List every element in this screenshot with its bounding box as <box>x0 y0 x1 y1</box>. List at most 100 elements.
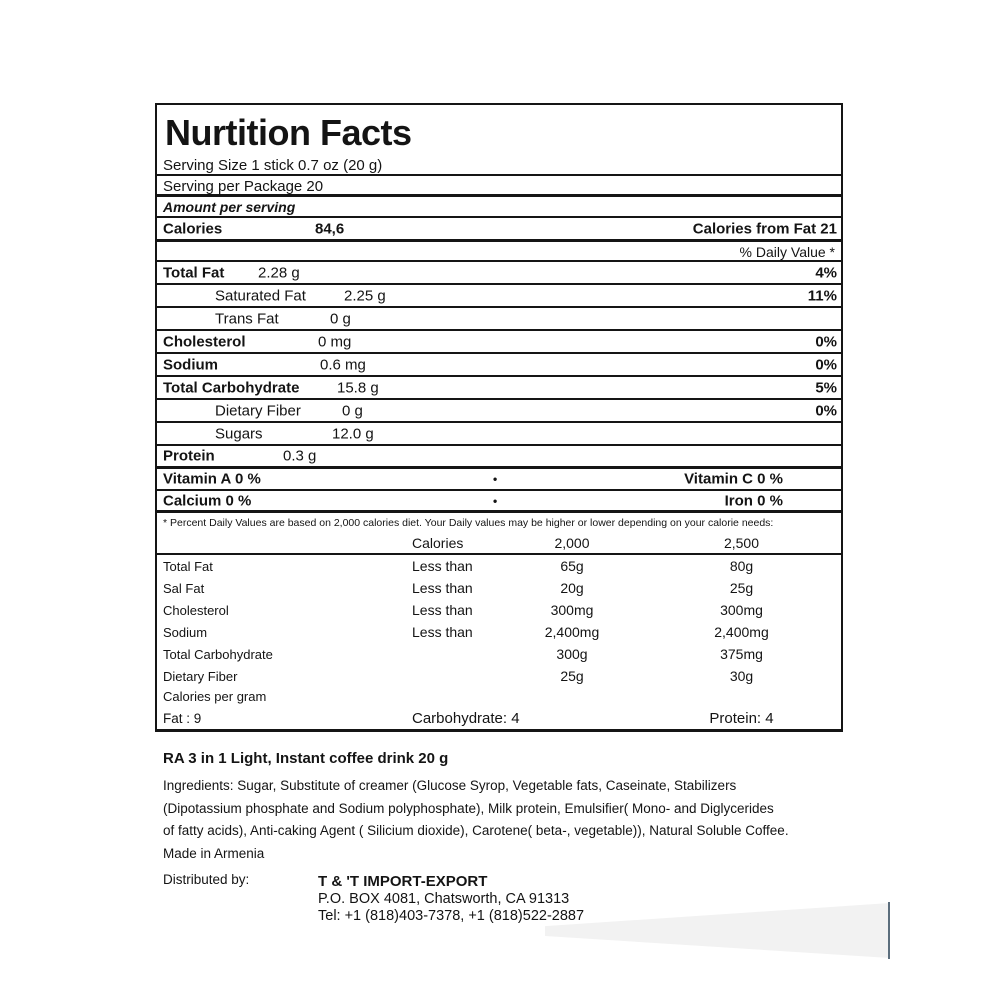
amount-per-serving: Amount per serving <box>157 197 841 218</box>
ref-label: Dietary Fiber <box>163 668 238 684</box>
iron: Iron 0 % <box>724 492 783 509</box>
protein-per-gram: Protein: 4 <box>709 709 774 727</box>
ref-label: Sal Fat <box>163 580 205 596</box>
nutrient-row-total-fat: Total Fat 2.28 g 4% <box>157 262 841 285</box>
ref-qualifier: Less than <box>412 580 473 596</box>
nutrient-value: 0.6 mg <box>320 356 366 373</box>
ref-v2500: 30g <box>729 668 754 684</box>
calories-row: Calories 84,6 Calories from Fat 21 <box>157 218 841 242</box>
nutrition-facts-panel: Nurtition Facts Serving Size 1 stick 0.7… <box>155 103 843 732</box>
calories-from-fat: Calories from Fat 21 <box>692 220 837 237</box>
vitamin-row-2: Calcium 0 % • Iron 0 % <box>157 491 841 513</box>
ref-label: Sodium <box>163 624 208 640</box>
nutrient-label: Dietary Fiber <box>215 402 301 419</box>
ref-label: Total Fat <box>163 558 213 574</box>
reference-row-total-fat: Total Fat Less than 65g 80g <box>157 555 841 577</box>
distributor-section: Distributed by: T & 'T IMPORT-EXPORT P.O… <box>163 872 853 926</box>
daily-value-header: % Daily Value * <box>157 242 841 262</box>
ref-v2500: 25g <box>729 580 754 596</box>
nutrient-row-cholesterol: Cholesterol 0 mg 0% <box>157 331 841 354</box>
distributor-phone: Tel: +1 (818)403-7378, +1 (818)522-2887 <box>318 908 585 924</box>
vitamin-a: Vitamin A 0 % <box>163 470 261 488</box>
nutrient-label: Protein <box>163 447 215 465</box>
calories-label: Calories <box>163 220 223 237</box>
serving-size: Serving Size 1 stick 0.7 oz (20 g) <box>157 155 841 176</box>
ref-label: Cholesterol <box>163 602 229 618</box>
nutrient-label: Saturated Fat <box>215 287 306 304</box>
daily-values-footnote: * Percent Daily Values are based on 2,00… <box>163 517 774 529</box>
ref-v2000: 300mg <box>550 602 594 618</box>
nutrient-row-sugars: Sugars 12.0 g <box>157 423 841 446</box>
header-2000: 2,000 <box>554 534 590 551</box>
nutrient-value: 12.0 g <box>332 425 374 442</box>
nutrient-dv: 11% <box>807 287 837 304</box>
nutrient-label: Cholesterol <box>163 333 246 350</box>
header-calories: Calories <box>412 534 464 551</box>
nutrient-label: Sugars <box>215 425 263 442</box>
nutrient-value: 0 g <box>342 402 363 419</box>
nutrient-value: 2.25 g <box>344 287 386 304</box>
nutrient-row-saturated-fat: Saturated Fat 2.25 g 11% <box>157 285 841 308</box>
nutrient-value: 0 mg <box>318 333 352 350</box>
reference-row-total-carbohydrate: Total Carbohydrate 300g 375mg <box>157 643 841 665</box>
ref-v2500: 80g <box>729 558 754 574</box>
ref-qualifier: Less than <box>412 558 473 574</box>
distributor-name: T & 'T IMPORT-EXPORT <box>318 872 488 890</box>
calories-value: 84,6 <box>315 220 345 237</box>
nutrient-label: Total Carbohydrate <box>163 379 300 396</box>
nutrient-value: 15.8 g <box>337 379 379 396</box>
nutrient-row-sodium: Sodium 0.6 mg 0% <box>157 354 841 377</box>
header-2500: 2,500 <box>723 534 760 551</box>
vitamin-row-1: Vitamin A 0 % • Vitamin C 0 % <box>157 469 841 491</box>
distributed-by-label: Distributed by: <box>163 871 250 887</box>
reference-row-sodium: Sodium Less than 2,400mg 2,400mg <box>157 621 841 643</box>
nutrient-row-total-carbohydrate: Total Carbohydrate 15.8 g 5% <box>157 377 841 400</box>
energy-per-gram-row: Fat : 9 Carbohydrate: 4 Protein: 4 <box>157 707 841 729</box>
ingredients-line: (Dipotassium phosphate and Sodium polyph… <box>163 800 774 816</box>
ingredients-line: of fatty acids), Anti-caking Agent ( Sil… <box>163 823 789 838</box>
nutrient-label: Trans Fat <box>215 310 279 327</box>
nutrient-value: 0 g <box>330 310 351 327</box>
nutrient-dv: 0% <box>815 333 837 350</box>
distributor-address: P.O. BOX 4081, Chatsworth, CA 91313 <box>318 890 570 907</box>
nutrient-dv: 0% <box>815 356 837 373</box>
ref-v2500: 2,400mg <box>714 624 769 640</box>
vitamin-c: Vitamin C 0 % <box>684 470 783 488</box>
nutrient-row-dietary-fiber: Dietary Fiber 0 g 0% <box>157 400 841 423</box>
ref-v2000: 300g <box>556 646 588 662</box>
scan-edge-mark <box>888 902 890 959</box>
distributor-block: T & 'T IMPORT-EXPORT P.O. BOX 4081, Chat… <box>318 872 584 926</box>
product-info-section: RA 3 in 1 Light, Instant coffee drink 20… <box>163 749 853 926</box>
ref-v2000: 65g <box>560 558 584 574</box>
nutrient-row-protein: Protein 0.3 g <box>157 446 841 469</box>
ref-v2500: 375mg <box>720 646 763 662</box>
ref-v2000: 2,400mg <box>544 624 600 640</box>
nutrient-value: 0.3 g <box>283 447 317 465</box>
bullet-separator: • <box>493 472 498 486</box>
nutrient-label: Total Fat <box>163 264 225 281</box>
nutrient-dv: 4% <box>815 264 837 281</box>
ingredients-line: Ingredients: Sugar, Substitute of creame… <box>163 778 737 793</box>
nutrient-row-trans-fat: Trans Fat 0 g <box>157 308 841 331</box>
reference-row-sat-fat: Sal Fat Less than 20g 25g <box>157 577 841 599</box>
fat-per-gram: Fat : 9 <box>163 710 202 726</box>
ref-label: Total Carbohydrate <box>163 646 273 662</box>
ref-v2000: 20g <box>560 580 584 596</box>
reference-table-header: Calories 2,000 2,500 <box>157 532 841 555</box>
carbohydrate-per-gram: Carbohydrate: 4 <box>412 709 520 727</box>
ref-v2000: 25g <box>560 668 584 684</box>
calories-per-gram-label: Calories per gram <box>163 689 267 704</box>
country-of-origin: Made in Armenia <box>163 845 265 861</box>
calcium: Calcium 0 % <box>163 492 252 509</box>
nutrient-value: 2.28 g <box>258 264 300 281</box>
bullet-separator: • <box>493 493 498 508</box>
ref-qualifier: Less than <box>412 624 473 640</box>
nutrient-dv: 0% <box>815 402 837 419</box>
nutrient-dv: 5% <box>815 379 837 396</box>
ref-v2500: 300mg <box>720 602 763 618</box>
reference-row-cholesterol: Cholesterol Less than 300mg 300mg <box>157 599 841 621</box>
servings-per-package: Serving per Package 20 <box>157 176 841 197</box>
panel-title: Nurtition Facts <box>165 112 412 153</box>
product-name: RA 3 in 1 Light, Instant coffee drink 20… <box>163 750 449 767</box>
